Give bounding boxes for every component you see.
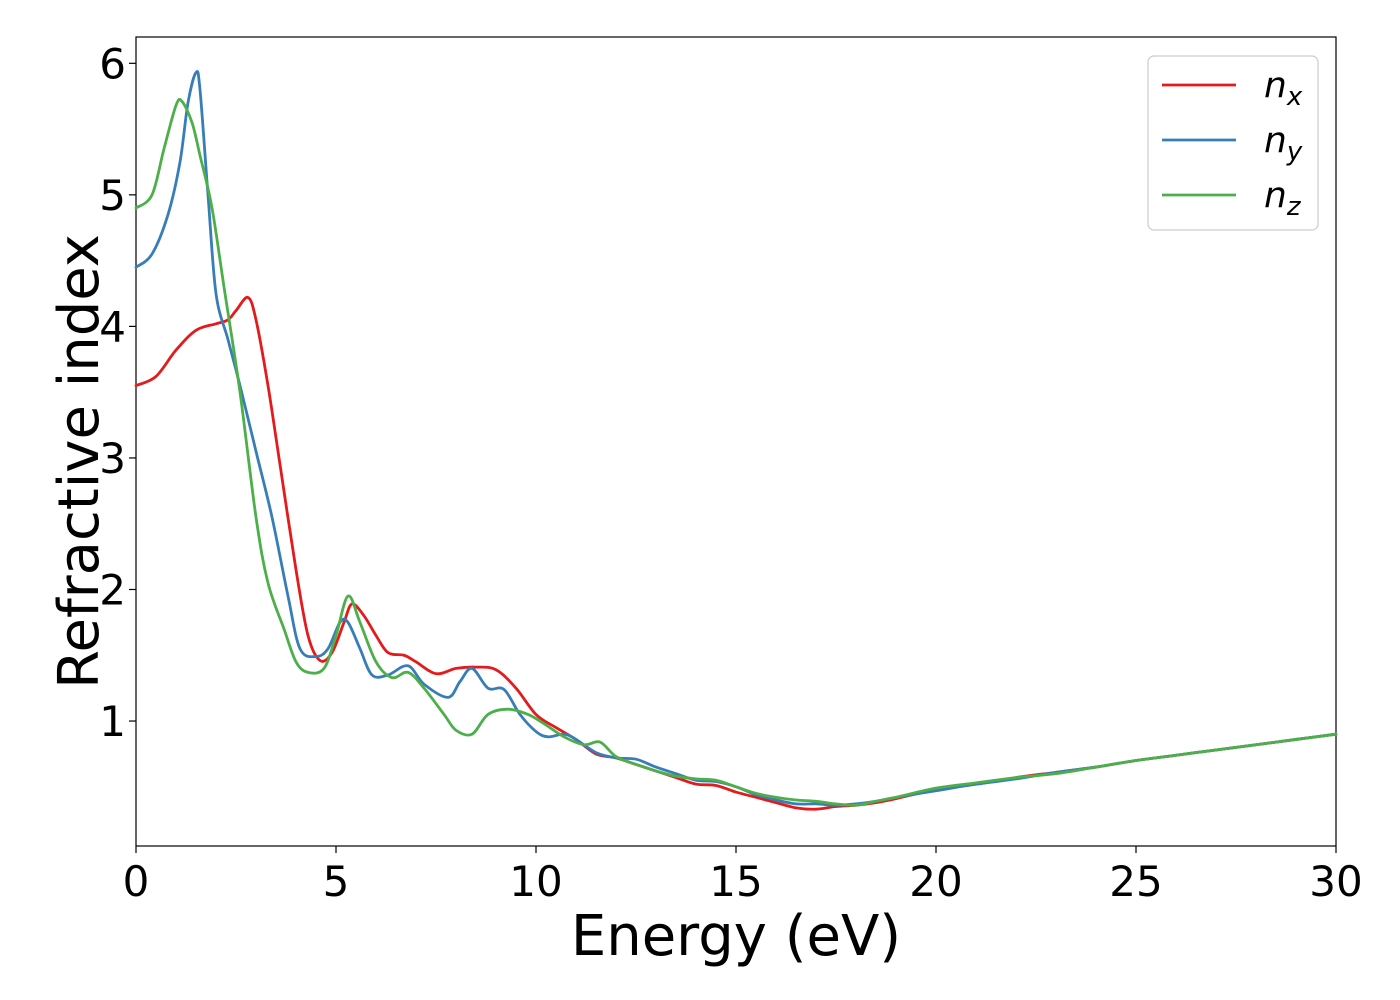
x-tick-label: 5: [323, 857, 350, 906]
legend-label-x: nx: [1264, 65, 1303, 112]
x-tick-label: 15: [709, 857, 762, 906]
x-tick-label: 20: [909, 857, 962, 906]
y-tick-label: 5: [99, 171, 126, 220]
y-tick-label: 2: [99, 565, 126, 614]
series-line-z: [134, 97, 1338, 807]
y-tick-label: 4: [99, 302, 126, 351]
legend-label-z: nz: [1264, 175, 1302, 222]
x-tick-label: 25: [1109, 857, 1162, 906]
series-layer: [134, 69, 1338, 811]
x-tick-label: 0: [123, 857, 150, 906]
y-axis-label: Refractive index: [47, 234, 112, 689]
y-tick-label: 3: [99, 434, 126, 483]
legend-box: [1147, 55, 1319, 231]
y-tick-label: 1: [99, 697, 126, 746]
y-axis: 1 2 3 4 5 6: [99, 39, 136, 746]
x-tick-label: 10: [509, 857, 562, 906]
y-tick-label: 6: [99, 39, 126, 88]
x-axis: 0 5 10 15 20 25 30: [123, 846, 1363, 906]
x-axis-label: Energy (eV): [571, 904, 901, 969]
series-line-x: [134, 296, 1338, 811]
legend-label-y: ny: [1264, 120, 1303, 167]
legend: nx ny nz: [1147, 55, 1319, 231]
x-tick-label: 30: [1309, 857, 1362, 906]
